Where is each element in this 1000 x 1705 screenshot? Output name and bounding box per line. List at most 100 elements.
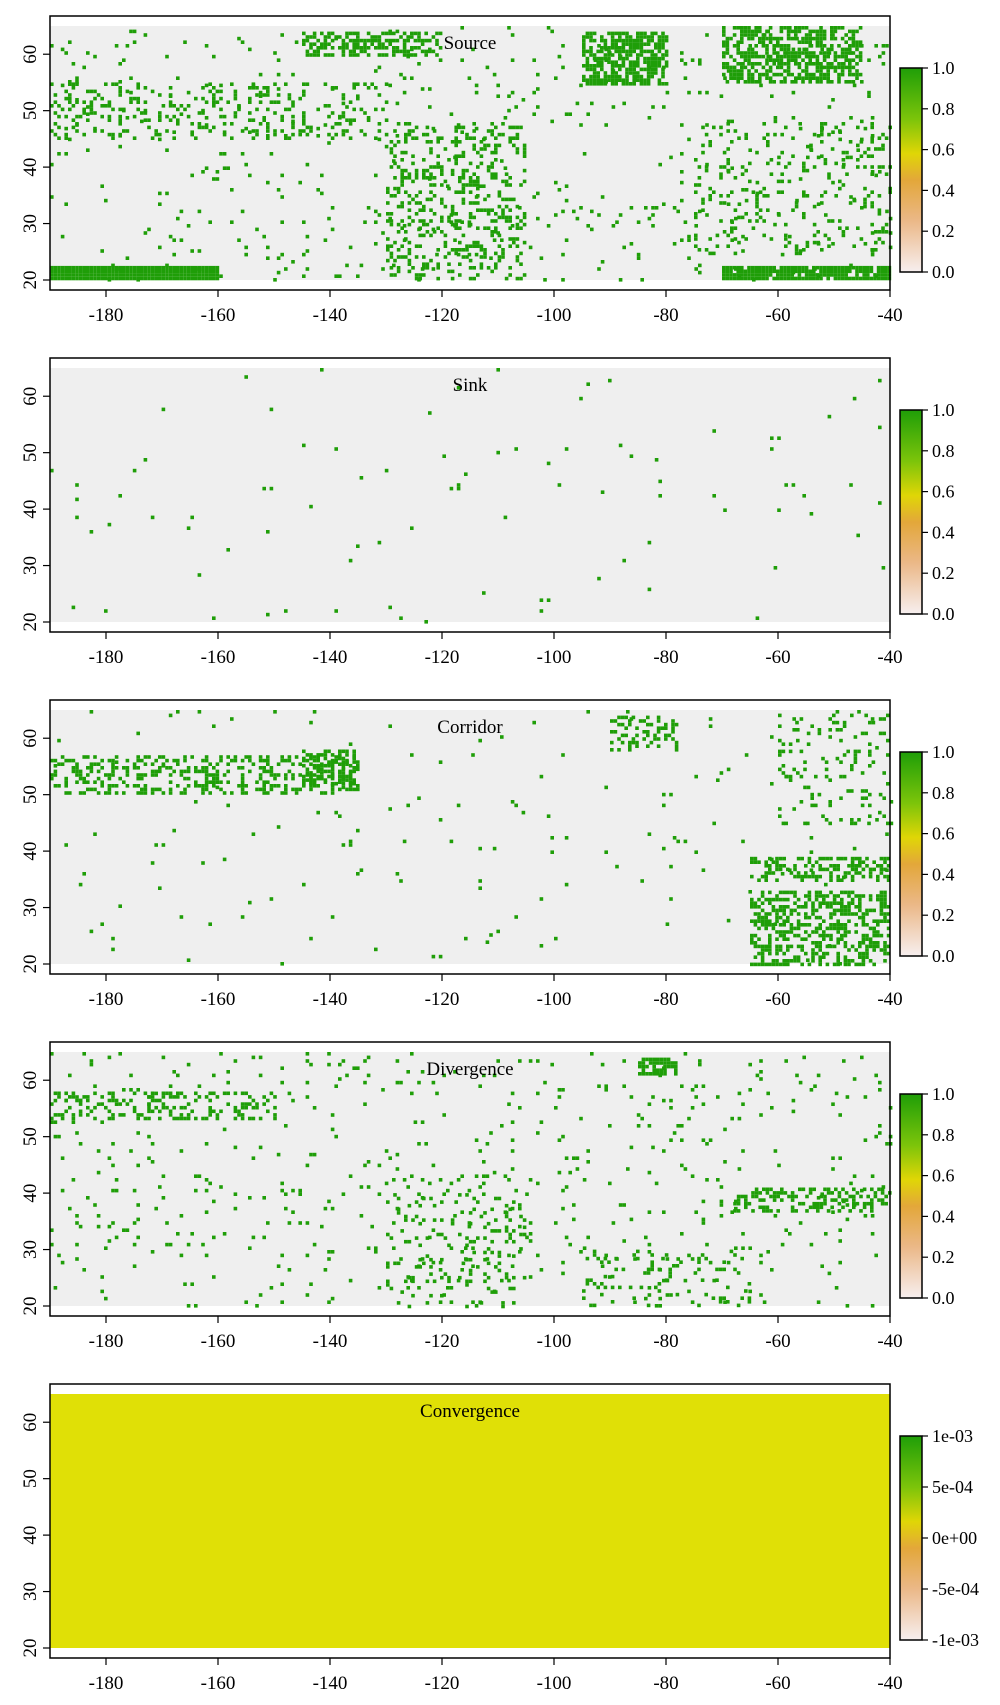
raster-cell bbox=[374, 39, 378, 43]
raster-cell bbox=[820, 1206, 824, 1210]
raster-cell bbox=[652, 1061, 656, 1065]
raster-cell bbox=[363, 1102, 367, 1106]
raster-cell bbox=[165, 55, 169, 59]
raster-cell bbox=[658, 1282, 662, 1286]
raster-cell bbox=[483, 1251, 487, 1255]
raster-cell bbox=[205, 770, 209, 774]
raster-cell bbox=[327, 115, 331, 119]
raster-cell bbox=[266, 122, 270, 126]
raster-cell bbox=[54, 764, 58, 768]
raster-cell bbox=[490, 1251, 494, 1255]
raster-cell bbox=[126, 90, 130, 94]
raster-cell bbox=[787, 1195, 791, 1199]
raster-cell bbox=[657, 744, 661, 748]
raster-cell bbox=[352, 82, 356, 86]
raster-cell bbox=[212, 616, 216, 620]
raster-cell bbox=[162, 408, 166, 412]
raster-cell bbox=[248, 100, 252, 104]
raster-cell bbox=[183, 1117, 187, 1121]
raster-cell bbox=[777, 436, 781, 440]
raster-cell bbox=[878, 230, 882, 234]
raster-cell bbox=[650, 1264, 654, 1268]
raster-cell bbox=[158, 766, 162, 770]
raster-cell bbox=[72, 770, 76, 774]
raster-cell bbox=[694, 850, 698, 854]
raster-cell bbox=[490, 129, 494, 133]
raster-cell bbox=[111, 1113, 115, 1117]
raster-cell bbox=[108, 270, 112, 274]
raster-cell bbox=[390, 223, 394, 227]
raster-cell bbox=[769, 69, 773, 73]
raster-cell bbox=[719, 133, 723, 137]
raster-cell bbox=[864, 714, 868, 718]
raster-cell bbox=[853, 84, 857, 88]
raster-cell bbox=[393, 187, 397, 191]
raster-cell bbox=[624, 734, 628, 738]
raster-cell bbox=[870, 140, 874, 144]
raster-cell bbox=[494, 1229, 498, 1233]
raster-cell bbox=[876, 864, 880, 868]
panel-title: Sink bbox=[453, 375, 488, 396]
raster-cell bbox=[111, 108, 115, 112]
raster-cell bbox=[764, 898, 768, 902]
raster-cell bbox=[72, 606, 76, 610]
raster-cell bbox=[766, 144, 770, 148]
raster-cell bbox=[316, 757, 320, 761]
raster-cell bbox=[608, 1124, 612, 1128]
raster-cell bbox=[847, 963, 851, 967]
raster-cell bbox=[429, 219, 433, 223]
raster-cell bbox=[248, 901, 252, 905]
raster-cell bbox=[342, 1192, 346, 1196]
raster-cell bbox=[665, 53, 669, 57]
raster-cell bbox=[411, 129, 415, 133]
raster-cell bbox=[816, 69, 820, 73]
raster-cell bbox=[614, 75, 618, 79]
raster-cell bbox=[844, 963, 848, 967]
raster-cell bbox=[780, 273, 784, 277]
raster-cell bbox=[252, 1106, 256, 1110]
raster-cell bbox=[856, 144, 860, 148]
raster-cell bbox=[367, 86, 371, 90]
raster-cell bbox=[810, 793, 814, 797]
raster-cell bbox=[858, 916, 862, 920]
raster-cell bbox=[776, 273, 780, 277]
legend-tick-label: 0.4 bbox=[932, 180, 955, 200]
raster-cell bbox=[403, 840, 407, 844]
raster-cell bbox=[536, 217, 540, 221]
raster-cell bbox=[381, 42, 385, 46]
raster-cell bbox=[298, 1189, 302, 1193]
raster-cell bbox=[795, 248, 799, 252]
raster-cell bbox=[831, 181, 835, 185]
raster-cell bbox=[86, 105, 90, 109]
raster-cell bbox=[208, 129, 212, 133]
raster-cell bbox=[808, 30, 812, 34]
raster-cell bbox=[291, 100, 295, 104]
raster-cell bbox=[702, 1200, 706, 1204]
raster-cell bbox=[234, 115, 238, 119]
raster-cell bbox=[418, 1222, 422, 1226]
raster-cell bbox=[880, 912, 884, 916]
raster-cell bbox=[429, 165, 433, 169]
raster-cell bbox=[439, 1178, 443, 1182]
raster-cell bbox=[786, 959, 790, 963]
raster-cell bbox=[68, 1207, 72, 1211]
raster-cell bbox=[640, 53, 644, 57]
raster-cell bbox=[661, 57, 665, 61]
raster-cell bbox=[169, 86, 173, 90]
raster-cell bbox=[79, 777, 83, 781]
raster-cell bbox=[818, 891, 822, 895]
raster-cell bbox=[476, 151, 480, 155]
raster-cell bbox=[830, 44, 834, 48]
raster-cell bbox=[162, 104, 166, 108]
raster-cell bbox=[754, 55, 758, 59]
raster-cell bbox=[115, 766, 119, 770]
raster-cell bbox=[68, 93, 72, 97]
raster-cell bbox=[815, 927, 819, 931]
raster-cell bbox=[118, 1113, 122, 1117]
raster-cell bbox=[406, 1185, 410, 1189]
raster-cell bbox=[762, 136, 766, 140]
raster-cell bbox=[801, 277, 805, 281]
raster-cell bbox=[277, 256, 281, 260]
raster-cell bbox=[216, 762, 220, 766]
raster-cell bbox=[762, 266, 766, 270]
